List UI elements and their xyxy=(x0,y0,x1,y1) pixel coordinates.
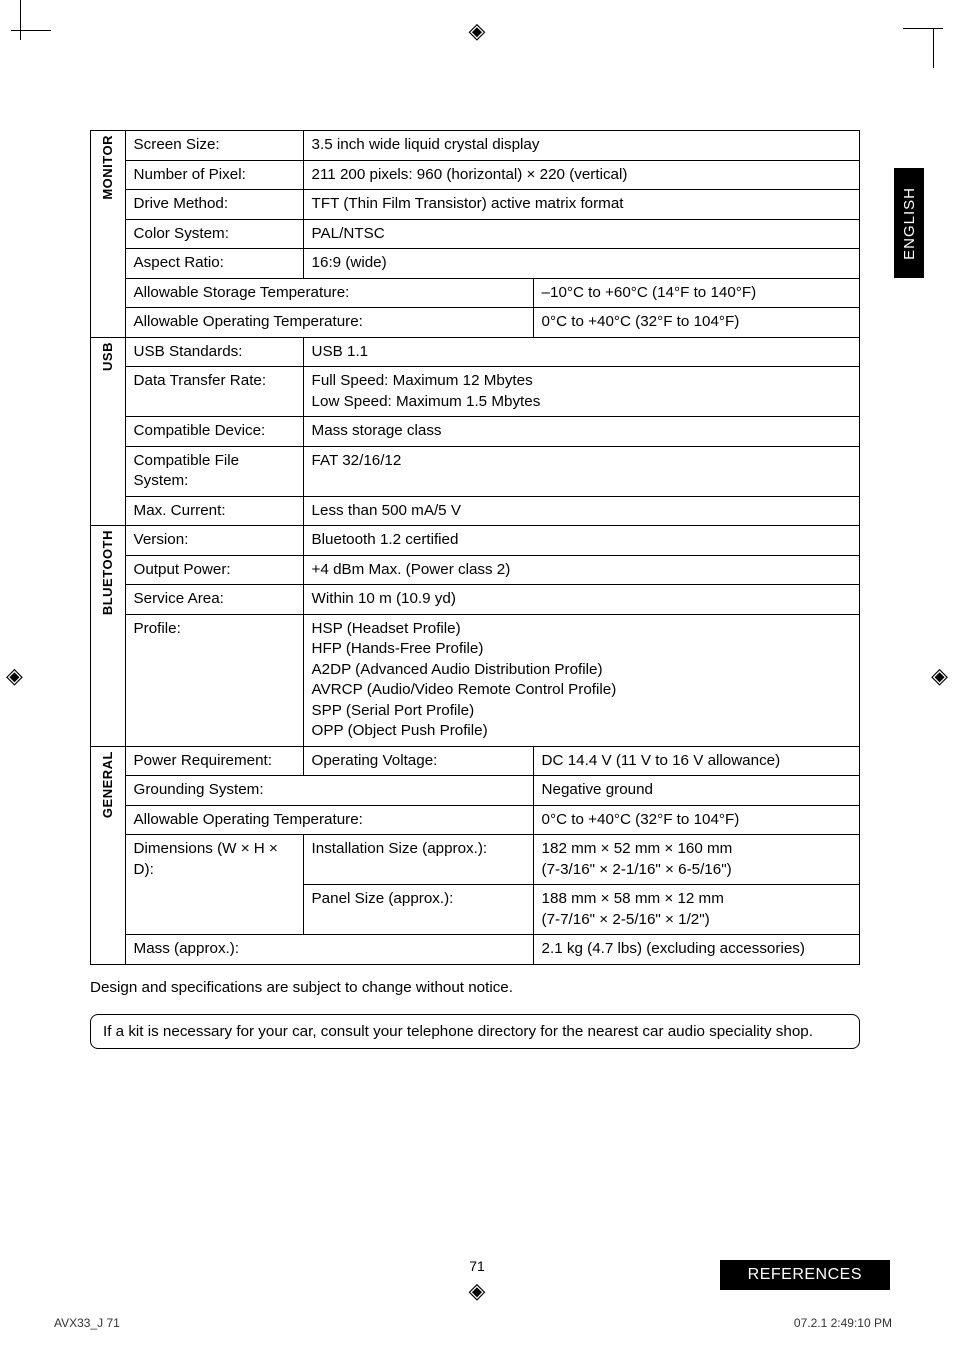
spec-label: USB Standards: xyxy=(125,337,303,367)
design-note: Design and specifications are subject to… xyxy=(90,979,860,996)
kit-note-box: If a kit is necessary for your car, cons… xyxy=(90,1014,860,1049)
spec-value: Within 10 m (10.9 yd) xyxy=(303,585,859,615)
language-tab: ENGLISH xyxy=(894,168,924,278)
spec-value: 2.1 kg (4.7 lbs) (excluding accessories) xyxy=(533,935,859,965)
registration-mark-bottom: ◈ xyxy=(469,1278,486,1304)
kit-note-text: If a kit is necessary for your car, cons… xyxy=(103,1023,813,1040)
spec-label: Output Power: xyxy=(125,555,303,585)
spec-label: Version: xyxy=(125,526,303,556)
spec-label: Mass (approx.): xyxy=(125,935,533,965)
spec-label: Allowable Operating Temperature: xyxy=(125,308,533,338)
spec-label: Grounding System: xyxy=(125,776,533,806)
spec-label: Allowable Storage Temperature: xyxy=(125,278,533,308)
footer-right: 07.2.1 2:49:10 PM xyxy=(794,1316,892,1330)
spec-value: 0°C to +40°C (32°F to 104°F) xyxy=(533,805,859,835)
references-tab: REFERENCES xyxy=(720,1260,890,1290)
spec-label: Drive Method: xyxy=(125,190,303,220)
spec-label: Data Transfer Rate: xyxy=(125,367,303,417)
spec-label: Power Requirement: xyxy=(125,746,303,776)
category-bluetooth: BLUETOOTH xyxy=(91,526,126,747)
spec-value: PAL/NTSC xyxy=(303,219,859,249)
spec-value: USB 1.1 xyxy=(303,337,859,367)
spec-label: Compatible Device: xyxy=(125,417,303,447)
spec-value: Less than 500 mA/5 V xyxy=(303,496,859,526)
spec-value: TFT (Thin Film Transistor) active matrix… xyxy=(303,190,859,220)
crop-mark-tl xyxy=(20,0,60,40)
category-general: GENERAL xyxy=(91,746,126,964)
spec-label: Aspect Ratio: xyxy=(125,249,303,279)
spec-label: Dimensions (W × H × D): xyxy=(125,835,303,935)
spec-value: FAT 32/16/12 xyxy=(303,446,859,496)
spec-label: Compatible File System: xyxy=(125,446,303,496)
spec-label: Service Area: xyxy=(125,585,303,615)
spec-value: Mass storage class xyxy=(303,417,859,447)
spec-value: Full Speed: Maximum 12 Mbytes Low Speed:… xyxy=(303,367,859,417)
spec-label: Profile: xyxy=(125,614,303,746)
spec-value: –10°C to +60°C (14°F to 140°F) xyxy=(533,278,859,308)
spec-label: Max. Current: xyxy=(125,496,303,526)
specifications-table: MONITOR Screen Size: 3.5 inch wide liqui… xyxy=(90,130,860,965)
spec-value: 16:9 (wide) xyxy=(303,249,859,279)
spec-value: HSP (Headset Profile) HFP (Hands-Free Pr… xyxy=(303,614,859,746)
spec-sublabel: Installation Size (approx.): xyxy=(303,835,533,885)
registration-mark-top: ◈ xyxy=(469,18,486,44)
category-usb: USB xyxy=(91,337,126,526)
spec-sublabel: Panel Size (approx.): xyxy=(303,885,533,935)
spec-value: 3.5 inch wide liquid crystal display xyxy=(303,131,859,161)
content-area: MONITOR Screen Size: 3.5 inch wide liqui… xyxy=(90,130,860,1049)
spec-value: 182 mm × 52 mm × 160 mm (7-3/16" × 2-1/1… xyxy=(533,835,859,885)
spec-value: 211 200 pixels: 960 (horizontal) × 220 (… xyxy=(303,160,859,190)
spec-sublabel: Operating Voltage: xyxy=(303,746,533,776)
footer-left: AVX33_J 71 xyxy=(54,1316,120,1330)
spec-label: Color System: xyxy=(125,219,303,249)
spec-value: 0°C to +40°C (32°F to 104°F) xyxy=(533,308,859,338)
spec-value: Negative ground xyxy=(533,776,859,806)
spec-label: Allowable Operating Temperature: xyxy=(125,805,533,835)
spec-value: +4 dBm Max. (Power class 2) xyxy=(303,555,859,585)
spec-label: Number of Pixel: xyxy=(125,160,303,190)
spec-value: 188 mm × 58 mm × 12 mm (7-7/16" × 2-5/16… xyxy=(533,885,859,935)
registration-mark-right: ◈ xyxy=(931,663,948,689)
registration-mark-left: ◈ xyxy=(6,663,23,689)
crop-mark-tr xyxy=(894,28,934,68)
category-monitor: MONITOR xyxy=(91,131,126,338)
spec-label: Screen Size: xyxy=(125,131,303,161)
spec-value: DC 14.4 V (11 V to 16 V allowance) xyxy=(533,746,859,776)
spec-value: Bluetooth 1.2 certified xyxy=(303,526,859,556)
language-tab-label: ENGLISH xyxy=(901,187,918,260)
page-number: 71 xyxy=(469,1258,485,1274)
